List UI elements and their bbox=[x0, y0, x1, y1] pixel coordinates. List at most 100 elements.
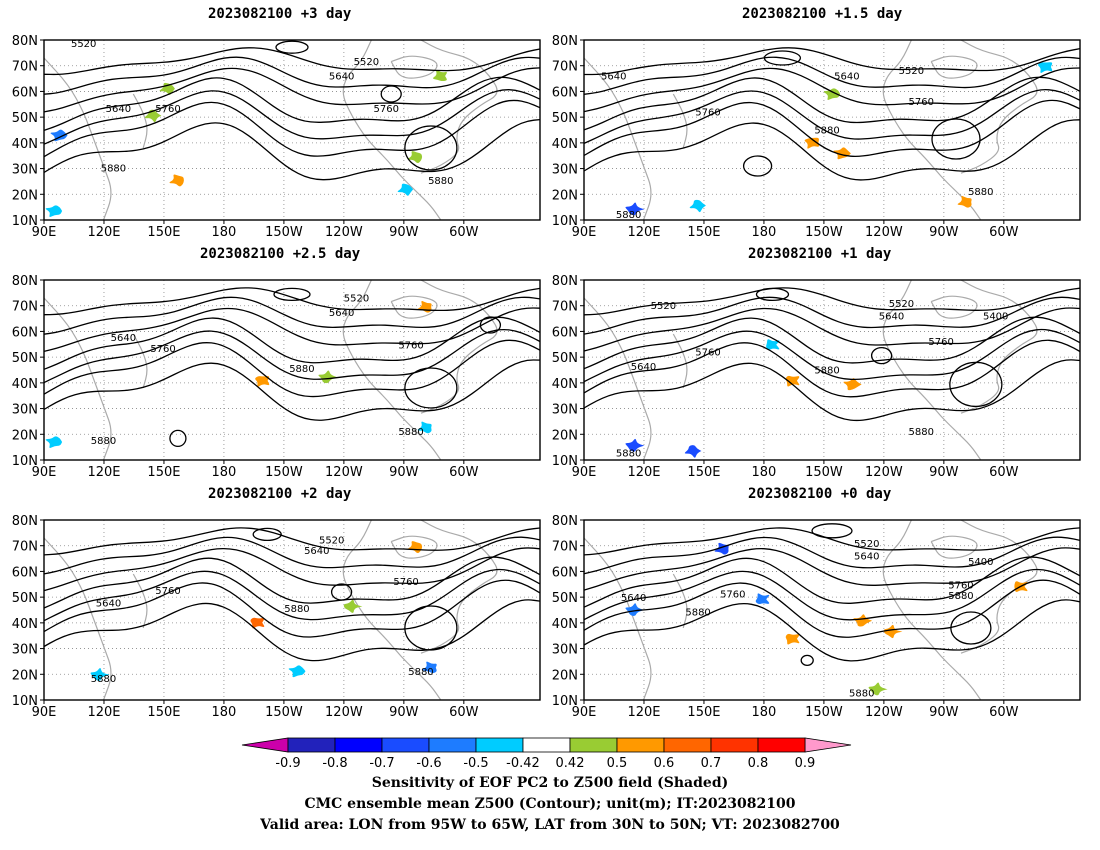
lon-label: 90W bbox=[389, 705, 419, 720]
colorbar-swatch bbox=[710, 737, 759, 753]
lon-label: 90W bbox=[929, 465, 959, 480]
colorbar-swatch bbox=[475, 737, 524, 753]
height-contour bbox=[43, 359, 541, 421]
sensitivity-shading bbox=[50, 129, 68, 142]
contour-label: 5760 bbox=[374, 104, 399, 115]
lon-label: 60W bbox=[989, 465, 1019, 480]
height-contour bbox=[584, 47, 1081, 76]
lat-label: 10N bbox=[12, 454, 38, 469]
lat-label: 40N bbox=[12, 377, 38, 392]
height-contour bbox=[583, 339, 1081, 398]
contour-label: 5520 bbox=[319, 535, 344, 546]
lat-label: 10N bbox=[12, 694, 38, 709]
map-frame bbox=[43, 519, 541, 701]
lon-label: 150W bbox=[805, 225, 843, 240]
lon-label: 90E bbox=[32, 465, 57, 480]
lon-label: 90E bbox=[32, 225, 57, 240]
lat-label: 40N bbox=[12, 617, 38, 632]
colorbar-swatch bbox=[616, 737, 665, 753]
sensitivity-shading bbox=[397, 183, 414, 196]
lon-label: 150E bbox=[147, 705, 180, 720]
coastline bbox=[960, 39, 1038, 174]
coastline bbox=[342, 519, 442, 701]
lat-label: 60N bbox=[552, 565, 578, 580]
height-contour bbox=[583, 56, 1081, 95]
coastline bbox=[882, 39, 982, 221]
closed-contour bbox=[811, 523, 853, 539]
colorbar-tick-label: -0.6 bbox=[416, 756, 441, 770]
colorbar-swatch bbox=[569, 737, 618, 753]
height-contour bbox=[583, 76, 1081, 131]
lon-label: 60W bbox=[989, 705, 1019, 720]
colorbar-high-arrow bbox=[804, 737, 852, 753]
coastline bbox=[420, 279, 498, 414]
lon-label: 120E bbox=[87, 465, 120, 480]
lon-label: 60W bbox=[449, 225, 479, 240]
contour-label: 5880 bbox=[685, 607, 710, 618]
lon-label: 120E bbox=[627, 225, 660, 240]
sensitivity-shading bbox=[625, 202, 645, 216]
colorbar-tick-label: -0.8 bbox=[322, 756, 347, 770]
sensitivity-shading bbox=[318, 370, 338, 384]
colorbar-tick-label: 0.42 bbox=[556, 756, 585, 770]
coastline bbox=[930, 535, 978, 559]
contour-label: 5640 bbox=[329, 72, 354, 83]
lat-label: 80N bbox=[12, 514, 38, 529]
lon-label: 120W bbox=[325, 705, 363, 720]
panel-title: 2023082100 +0 day bbox=[748, 486, 892, 502]
lon-label: 150W bbox=[265, 465, 303, 480]
lat-label: 10N bbox=[552, 454, 578, 469]
height-contour bbox=[43, 47, 541, 76]
sensitivity-shading bbox=[755, 593, 770, 605]
lat-label: 60N bbox=[12, 565, 38, 580]
height-contour bbox=[43, 89, 541, 145]
sensitivity-shading bbox=[853, 614, 873, 627]
coastline bbox=[420, 519, 498, 654]
sensitivity-shading bbox=[90, 667, 110, 681]
sensitivity-shading bbox=[625, 603, 645, 617]
lat-label: 80N bbox=[552, 34, 578, 49]
lat-label: 50N bbox=[12, 591, 38, 606]
sensitivity-shading bbox=[417, 421, 432, 434]
lat-label: 50N bbox=[12, 111, 38, 126]
closed-contour bbox=[755, 287, 790, 302]
sensitivity-shading bbox=[766, 339, 780, 350]
sensitivity-shading bbox=[250, 617, 265, 629]
sensitivity-shading bbox=[407, 151, 423, 164]
sensitivity-shading bbox=[625, 438, 645, 452]
colorbar: -0.9 -0.8 -0.7 -0.6 -0.5 -0.42 0.42 0.5 0.6 0.7 0.… bbox=[241, 737, 852, 770]
panel-title: 2023082100 +2 day bbox=[208, 486, 352, 502]
caption-line-3: Valid area: LON from 95W to 65W, LAT fro… bbox=[260, 817, 840, 833]
lat-label: 70N bbox=[552, 540, 578, 555]
coastline bbox=[43, 537, 112, 701]
contour-label: 5640 bbox=[879, 312, 904, 323]
coastline bbox=[420, 39, 498, 174]
coastline bbox=[882, 279, 982, 461]
lon-label: 120W bbox=[865, 225, 903, 240]
sensitivity-shading bbox=[45, 436, 63, 448]
contour-label: 5760 bbox=[155, 104, 180, 115]
sensitivity-shading bbox=[422, 661, 437, 674]
lon-label: 120W bbox=[325, 465, 363, 480]
colorbar-tick-label: 0.5 bbox=[607, 756, 628, 770]
height-contour bbox=[43, 316, 541, 370]
coastline bbox=[960, 279, 1038, 414]
lat-label: 50N bbox=[552, 351, 578, 366]
panel-title: 2023082100 +3 day bbox=[208, 6, 352, 22]
colorbar-swatch bbox=[287, 737, 336, 753]
colorbar-tick-label: -0.5 bbox=[463, 756, 488, 770]
lat-label: 80N bbox=[552, 274, 578, 289]
contour-label: 5880 bbox=[968, 187, 993, 198]
caption-line-2: CMC ensemble mean Z500 (Contour); unit(m… bbox=[304, 796, 796, 812]
closed-contour bbox=[169, 429, 187, 448]
sensitivity-shading bbox=[957, 196, 972, 208]
map-frame bbox=[583, 279, 1081, 461]
lat-label: 40N bbox=[552, 137, 578, 152]
map-frame bbox=[43, 39, 541, 221]
contour-label: 5520 bbox=[354, 57, 379, 68]
coastline bbox=[672, 333, 688, 389]
lon-label: 180 bbox=[752, 705, 777, 720]
lat-label: 30N bbox=[552, 403, 578, 418]
contour-label: 5760 bbox=[393, 577, 418, 588]
